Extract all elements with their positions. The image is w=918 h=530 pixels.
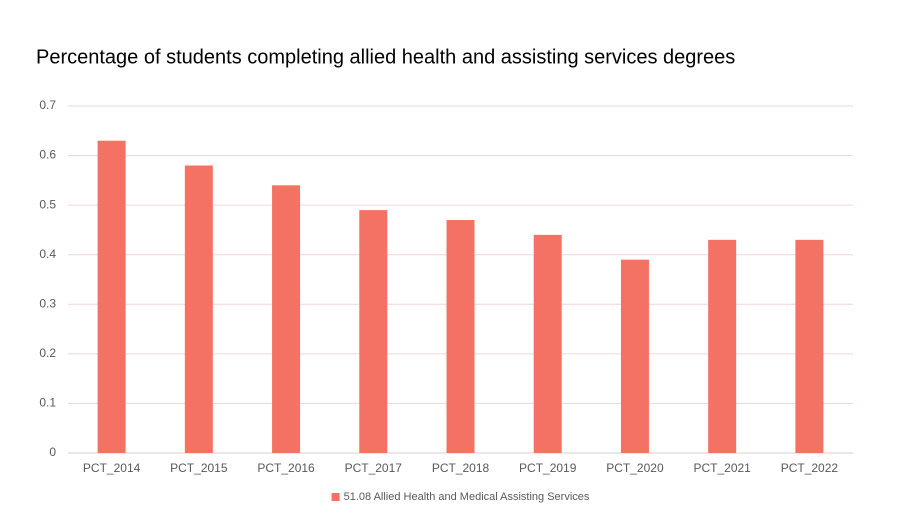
y-tick-label: 0.2 (39, 346, 56, 360)
x-tick-label: PCT_2021 (693, 461, 751, 475)
bar (446, 220, 475, 453)
y-tick-label: 0 (49, 445, 56, 459)
bar (359, 210, 388, 453)
bar (272, 185, 301, 454)
bar (708, 239, 737, 453)
x-tick-label: PCT_2020 (606, 461, 664, 475)
bar (97, 140, 126, 453)
y-tick-label: 0.3 (39, 296, 56, 310)
y-tick-label: 0.4 (39, 247, 56, 261)
bar (620, 259, 649, 453)
y-tick-label: 0.1 (39, 396, 56, 410)
y-tick-label: 0.7 (39, 98, 56, 112)
x-tick-label: PCT_2017 (345, 461, 403, 475)
x-tick-label: PCT_2018 (432, 461, 490, 475)
y-tick-label: 0.5 (39, 197, 56, 211)
chart-title: Percentage of students completing allied… (36, 46, 735, 68)
x-tick-label: PCT_2022 (781, 461, 839, 475)
bar (795, 239, 824, 453)
y-tick-label: 0.6 (39, 148, 56, 162)
x-tick-label: PCT_2019 (519, 461, 577, 475)
x-tick-label: PCT_2016 (257, 461, 315, 475)
bar (184, 165, 213, 453)
legend-label: 51.08 Allied Health and Medical Assistin… (344, 491, 590, 503)
bar (533, 234, 562, 453)
legend-swatch (331, 493, 340, 501)
x-tick-label: PCT_2015 (170, 461, 228, 475)
x-tick-label: PCT_2014 (83, 461, 141, 475)
